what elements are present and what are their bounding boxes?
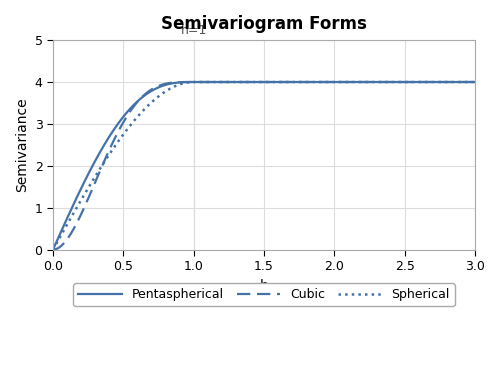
Pentaspherical — [460, 80, 466, 84]
Cubic — [460, 80, 466, 84]
Spherical — [460, 80, 466, 84]
Pentaspherical — [460, 80, 466, 84]
Spherical — [72, 209, 78, 214]
Spherical — [191, 80, 197, 84]
Pentaspherical — [244, 80, 250, 84]
Pentaspherical — [72, 200, 78, 204]
Spherical — [50, 248, 56, 252]
Y-axis label: Semivariance: Semivariance — [15, 98, 29, 192]
Spherical — [460, 80, 466, 84]
Pentaspherical — [472, 80, 478, 84]
Spherical — [244, 80, 250, 84]
Line: Spherical: Spherical — [53, 82, 475, 250]
Cubic — [382, 80, 388, 84]
Cubic — [72, 225, 78, 230]
Legend: Pentaspherical, Cubic, Spherical: Pentaspherical, Cubic, Spherical — [73, 283, 455, 306]
Spherical — [382, 80, 388, 84]
Cubic — [472, 80, 478, 84]
Cubic — [244, 80, 250, 84]
Spherical — [256, 80, 262, 84]
Cubic — [50, 248, 56, 252]
Pentaspherical — [50, 248, 56, 252]
Spherical — [472, 80, 478, 84]
Cubic — [256, 80, 262, 84]
Cubic — [460, 80, 466, 84]
Line: Cubic: Cubic — [53, 82, 475, 250]
Pentaspherical — [382, 80, 388, 84]
Pentaspherical — [256, 80, 262, 84]
Line: Pentaspherical: Pentaspherical — [53, 82, 475, 250]
Text: h=1: h=1 — [180, 24, 207, 37]
Pentaspherical — [191, 80, 197, 84]
X-axis label: h: h — [260, 279, 268, 292]
Title: Semivariogram Forms: Semivariogram Forms — [161, 15, 367, 33]
Cubic — [191, 80, 197, 84]
